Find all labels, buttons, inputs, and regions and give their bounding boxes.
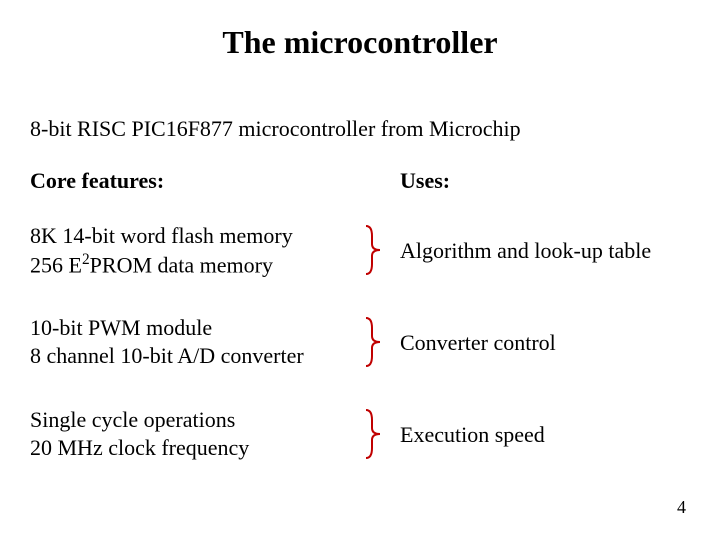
brace-icon xyxy=(362,224,384,276)
feature-row-1: 8K 14-bit word flash memory 256 E2PROM d… xyxy=(30,222,293,278)
feature-row-2: 10-bit PWM module 8 channel 10-bit A/D c… xyxy=(30,314,304,369)
slide-title: The microcontroller xyxy=(0,24,720,61)
feature-line: 256 E2PROM data memory xyxy=(30,250,293,279)
feature-line: Single cycle operations xyxy=(30,406,249,434)
features-header: Core features: xyxy=(30,168,164,194)
feature-row-3: Single cycle operations 20 MHz clock fre… xyxy=(30,406,249,461)
slide: The microcontroller 8-bit RISC PIC16F877… xyxy=(0,0,720,540)
feature-line: 8K 14-bit word flash memory xyxy=(30,222,293,250)
use-row-1: Algorithm and look-up table xyxy=(400,238,651,264)
feature-line: 20 MHz clock frequency xyxy=(30,434,249,462)
uses-header: Uses: xyxy=(400,168,450,194)
page-number: 4 xyxy=(677,497,686,518)
use-row-2: Converter control xyxy=(400,330,556,356)
feature-line: 10-bit PWM module xyxy=(30,314,304,342)
feature-line: 8 channel 10-bit A/D converter xyxy=(30,342,304,370)
use-row-3: Execution speed xyxy=(400,422,545,448)
slide-subtitle: 8-bit RISC PIC16F877 microcontroller fro… xyxy=(30,116,521,142)
brace-icon xyxy=(362,316,384,368)
brace-icon xyxy=(362,408,384,460)
